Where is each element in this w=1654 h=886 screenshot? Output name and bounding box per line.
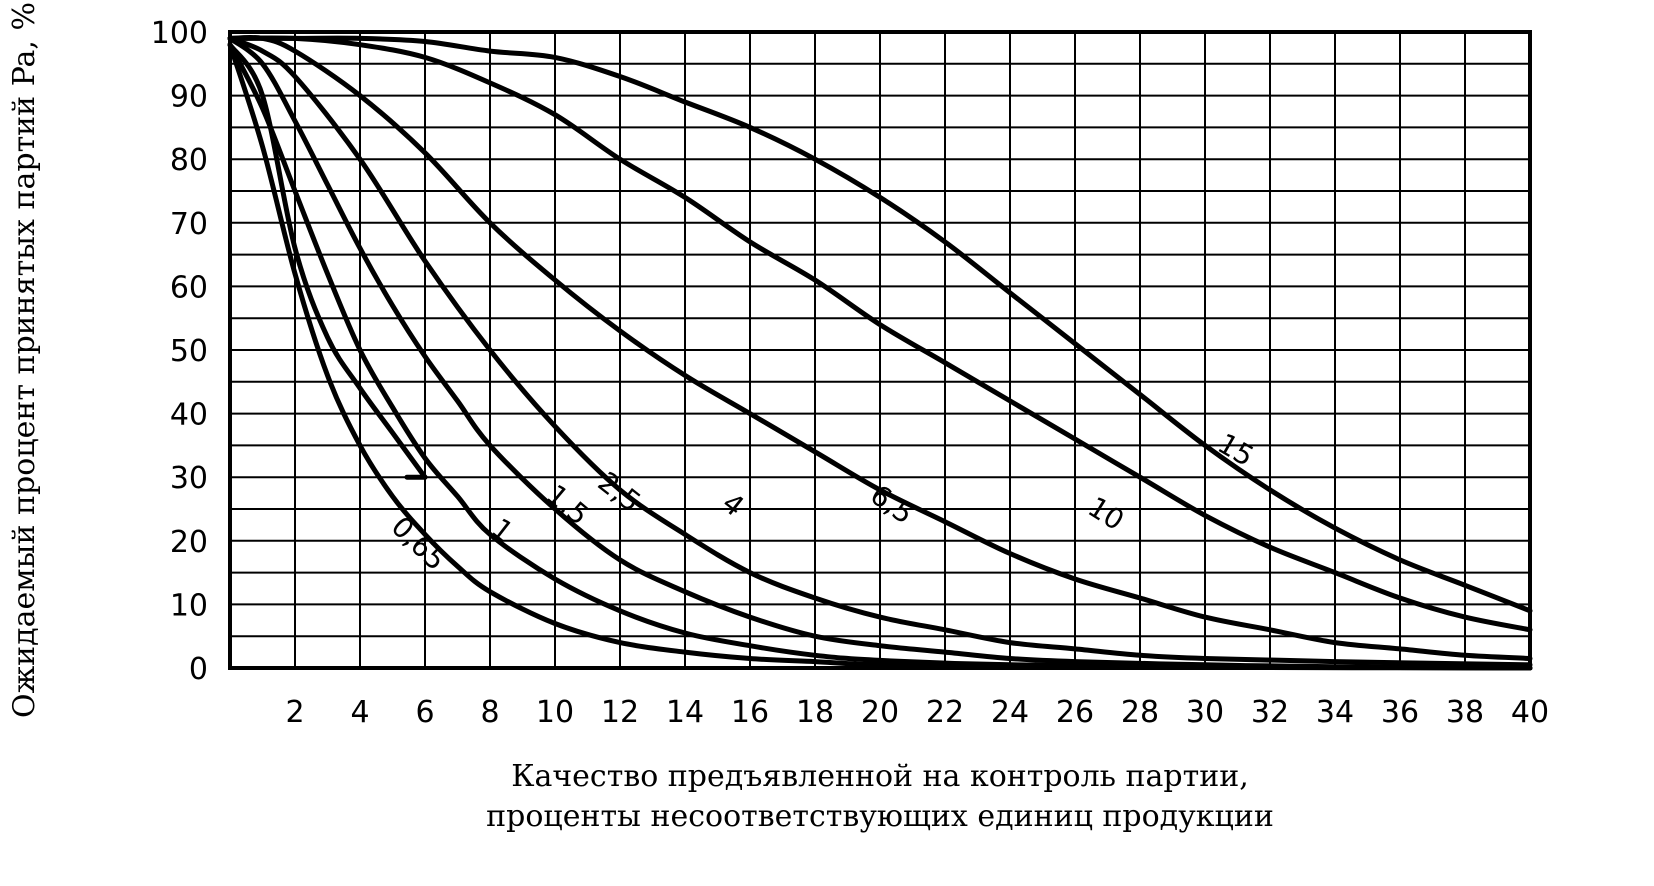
curve-aql-10 (227, 35, 1533, 633)
y-tick-label: 30 (170, 461, 208, 496)
curve-aql-1-5 (227, 42, 1533, 671)
x-tick-label: 22 (926, 695, 964, 730)
x-tick-label: 16 (731, 695, 769, 730)
x-tick-label: 12 (601, 695, 639, 730)
x-tick-label: 24 (991, 695, 1029, 730)
y-tick-label: 20 (170, 525, 208, 560)
curve-aql-6-5 (227, 34, 1533, 661)
x-tick-label: 32 (1251, 695, 1289, 730)
y-tick-label: 50 (170, 334, 208, 369)
curve-label-4: 4 (716, 486, 750, 523)
x-tick-label: 14 (666, 695, 704, 730)
x-tick-label: 38 (1446, 695, 1484, 730)
x-tick-label: 36 (1381, 695, 1419, 730)
curve-aql-15 (227, 35, 1533, 614)
x-tick-label: 8 (480, 695, 499, 730)
y-tick-label: 100 (151, 16, 208, 51)
x-tick-label: 34 (1316, 695, 1354, 730)
x-axis-title-line-2: проценты несоответствующих единиц продук… (486, 799, 1274, 834)
x-tick-labels: 2 4 6 8 10 12 14 16 18 20 22 24 26 28 30 32 34 36 38 40 (285, 695, 1549, 730)
y-axis-title: Ожидаемый процент принятых партий Pa, % (7, 2, 42, 718)
x-tick-label: 4 (350, 695, 369, 730)
y-tick-label: 80 (170, 143, 208, 178)
curve-aql-0-65 (227, 42, 428, 480)
y-tick-label: 70 (170, 207, 208, 242)
y-tick-label: 0 (189, 652, 208, 687)
curve-label-1-5: 1,5 (540, 478, 595, 532)
curve-aql-2-5 (227, 35, 1533, 671)
curve-label-15: 15 (1212, 427, 1259, 473)
y-tick-label: 60 (170, 270, 208, 305)
x-tick-label: 20 (861, 695, 899, 730)
x-tick-label: 6 (415, 695, 434, 730)
curves (227, 34, 1533, 671)
x-tick-label: 30 (1186, 695, 1224, 730)
grid (230, 32, 1530, 668)
curve-aql-4 (227, 35, 1533, 668)
x-tick-label: 2 (285, 695, 304, 730)
curve-label-10: 10 (1082, 490, 1130, 537)
x-tick-label: 40 (1511, 695, 1549, 730)
curve-label-0-65: 0,65 (385, 510, 453, 577)
x-tick-label: 26 (1056, 695, 1094, 730)
x-tick-label: 18 (796, 695, 834, 730)
x-tick-label: 28 (1121, 695, 1159, 730)
plot-frame (228, 30, 1532, 670)
y-tick-label: 90 (170, 80, 208, 115)
y-tick-label: 40 (170, 398, 208, 433)
x-tick-label: 10 (536, 695, 574, 730)
y-tick-labels: 0 10 20 30 40 50 60 70 80 90 100 (151, 16, 208, 687)
x-axis-title-line-1: Качество предъявленной на контроль парти… (511, 759, 1249, 794)
y-tick-label: 10 (170, 588, 208, 623)
